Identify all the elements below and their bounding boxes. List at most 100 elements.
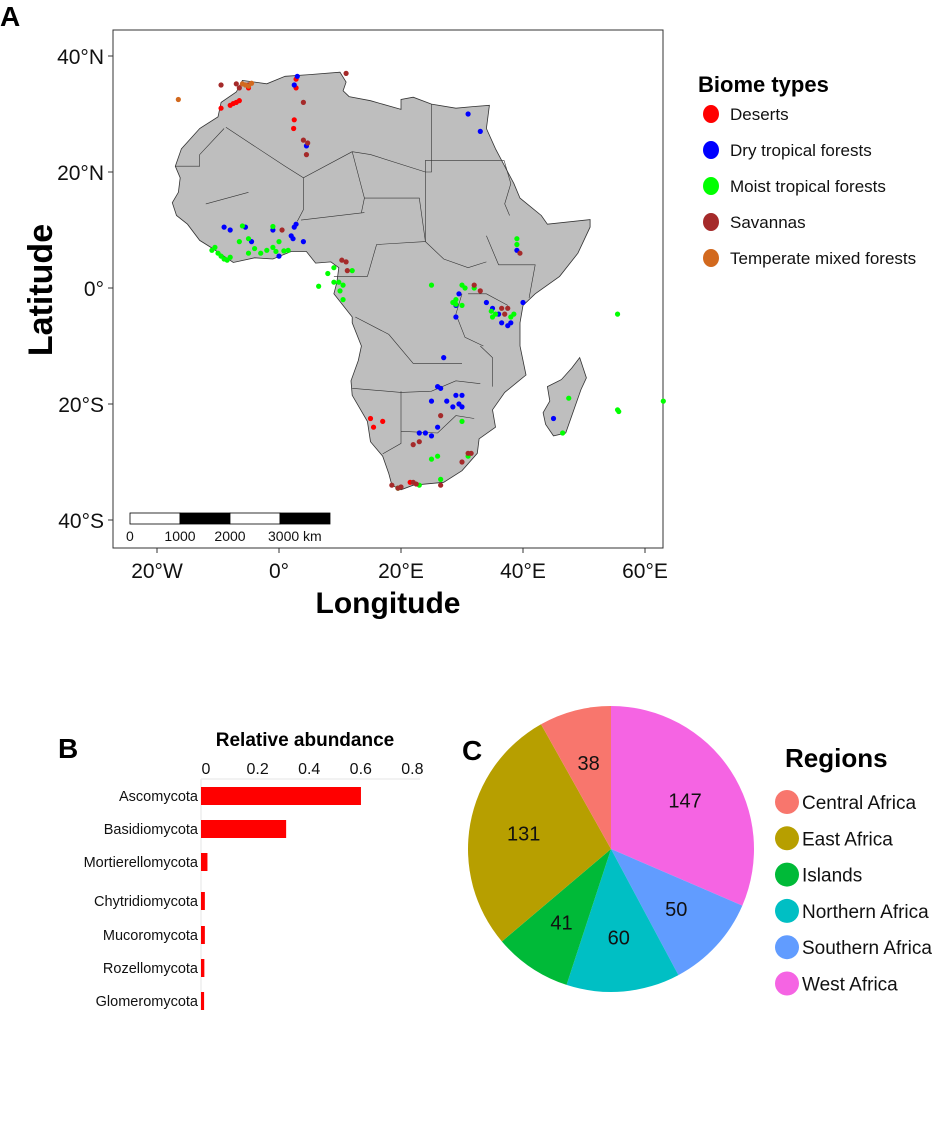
sample-point-deserts xyxy=(380,418,386,424)
x-tick-label: 0.6 xyxy=(350,761,372,778)
legend-label: Northern Africa xyxy=(802,902,929,923)
legend-label: Dry tropical forests xyxy=(730,141,872,160)
category-label: Rozellomycota xyxy=(103,961,199,977)
sample-point-dry-tropical-forests xyxy=(416,430,422,436)
sample-point-deserts xyxy=(370,424,377,430)
sample-point-dry-tropical-forests xyxy=(550,415,557,422)
country-border xyxy=(425,241,487,269)
panel-label-a: A xyxy=(0,1,20,32)
x-tick-label: 60°E xyxy=(622,560,668,583)
legend-title: Biome types xyxy=(698,72,829,97)
bar-mucoromycota xyxy=(201,926,205,944)
sample-point-dry-tropical-forests xyxy=(276,253,282,259)
sample-point-moist-tropical-forests xyxy=(462,285,468,291)
legend-key-islands xyxy=(775,862,799,887)
sample-point-moist-tropical-forests xyxy=(616,408,622,415)
sample-point-moist-tropical-forests xyxy=(514,241,520,248)
sample-point-moist-tropical-forests xyxy=(276,239,282,245)
category-label: Mortierellomycota xyxy=(84,855,199,871)
sample-point-savannas xyxy=(344,268,350,274)
country-border xyxy=(333,241,426,277)
sample-point-dry-tropical-forests xyxy=(428,398,435,404)
category-label: Glomeromycota xyxy=(96,994,199,1010)
sample-point-savannas xyxy=(416,439,422,445)
sample-point-savannas xyxy=(438,413,444,419)
sample-point-dry-tropical-forests xyxy=(477,128,483,134)
legend-label: Southern Africa xyxy=(802,938,932,959)
scale-bar: 0 1000 2000 3000 km xyxy=(126,512,331,544)
y-tick-label: 40°N xyxy=(57,46,104,69)
sample-point-moist-tropical-forests xyxy=(212,244,218,250)
sample-point-dry-tropical-forests xyxy=(459,392,465,398)
scale-bar-label: 3000 km xyxy=(268,528,322,544)
sample-point-savannas xyxy=(389,482,395,488)
y-tick-label: 0° xyxy=(84,278,104,301)
africa-continent xyxy=(171,71,591,491)
sample-point-deserts xyxy=(367,415,374,422)
legend-key-deserts xyxy=(703,105,719,123)
sample-point-moist-tropical-forests xyxy=(337,288,343,294)
sample-point-moist-tropical-forests xyxy=(340,297,346,303)
scale-bar-segment xyxy=(279,512,331,525)
country-border xyxy=(225,127,353,179)
y-tick-label: 40°S xyxy=(58,510,104,533)
bar-ascomycota xyxy=(201,787,361,805)
sample-point-dry-tropical-forests xyxy=(290,236,296,242)
x-tick-label: 0 xyxy=(202,761,211,778)
country-border xyxy=(480,345,493,387)
sample-point-savannas xyxy=(438,482,444,488)
pie-slice-label: 41 xyxy=(550,913,572,935)
legend-title: Regions xyxy=(785,743,888,773)
category-label: Ascomycota xyxy=(119,789,199,805)
x-tick-label: 0.2 xyxy=(246,761,268,778)
sample-point-dry-tropical-forests xyxy=(227,227,233,233)
pie-slice-central-africa xyxy=(541,706,611,849)
country-border xyxy=(205,192,249,205)
legend-key-central-africa xyxy=(775,790,799,814)
pie-slice-label: 50 xyxy=(665,899,687,921)
sample-point-deserts xyxy=(291,117,297,123)
africa-landmass xyxy=(171,71,591,491)
sample-point-savannas xyxy=(505,305,511,311)
x-tick-label: 0.4 xyxy=(298,761,320,778)
scale-bar-label: 2000 xyxy=(214,528,245,544)
sample-point-moist-tropical-forests xyxy=(459,418,465,424)
country-border xyxy=(300,212,365,221)
bar-chart: 0 0.2 0.4 0.6 0.8 Ascomycota Basidiomycota Mort… xyxy=(84,761,424,1010)
scale-bar-label: 0 xyxy=(126,528,134,544)
y-tick-label: 20°S xyxy=(58,394,104,417)
sample-point-dry-tropical-forests xyxy=(428,433,435,439)
sample-point-moist-tropical-forests xyxy=(453,301,459,307)
pie-slice-label: 131 xyxy=(507,823,540,845)
sample-point-dry-tropical-forests xyxy=(438,385,444,391)
category-label: Chytridiomycota xyxy=(94,894,199,910)
legend-key-southern-africa xyxy=(775,935,799,960)
legend-label: West Africa xyxy=(802,975,898,996)
sample-point-savannas xyxy=(499,305,505,311)
pie-slice-east-africa xyxy=(468,724,611,942)
sample-point-moist-tropical-forests xyxy=(438,476,444,482)
sample-point-moist-tropical-forests xyxy=(245,250,252,256)
sample-point-savannas xyxy=(300,99,306,105)
legend-key-east-africa xyxy=(775,826,799,851)
sample-point-dry-tropical-forests xyxy=(435,424,441,430)
country-border xyxy=(425,104,432,242)
sample-point-moist-tropical-forests xyxy=(459,302,465,308)
sample-point-dry-tropical-forests xyxy=(441,355,447,361)
sample-point-moist-tropical-forests xyxy=(435,453,441,459)
pie-slice-southern-africa xyxy=(611,849,743,976)
panel-label-c: C xyxy=(462,735,482,766)
pie-slice-label: 60 xyxy=(608,927,630,949)
sample-point-moist-tropical-forests xyxy=(428,282,435,288)
scale-bar-label: 1000 xyxy=(164,528,195,544)
legend-key-northern-africa xyxy=(775,898,799,923)
sample-point-savannas xyxy=(517,250,523,256)
sample-points xyxy=(175,70,666,491)
x-axis-label: Longitude xyxy=(316,587,461,620)
sample-point-temperate-mixed-forests xyxy=(248,80,255,86)
sample-point-dry-tropical-forests xyxy=(499,320,505,326)
sample-point-moist-tropical-forests xyxy=(264,247,270,253)
sample-point-moist-tropical-forests xyxy=(349,268,355,274)
panel-label-b: B xyxy=(58,733,78,764)
legend-key-west-africa xyxy=(775,971,799,996)
